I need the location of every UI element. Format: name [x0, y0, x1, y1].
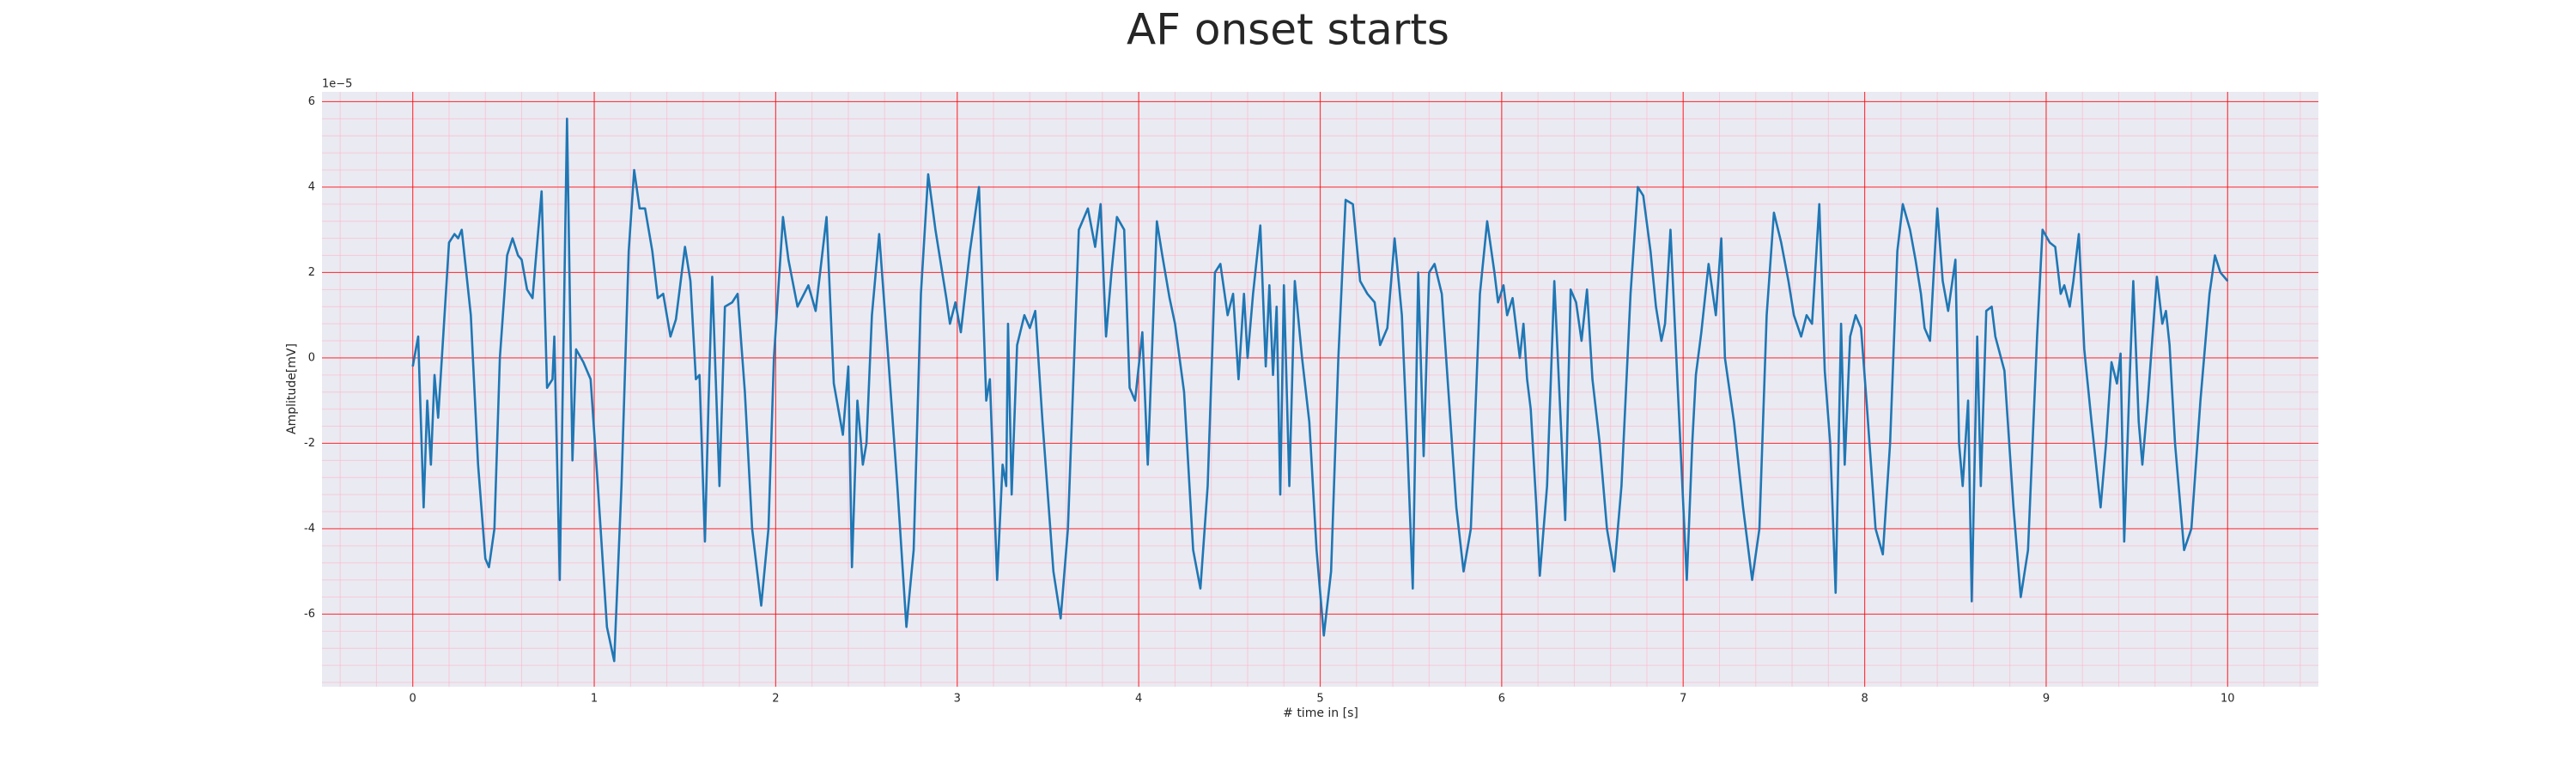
y-tick-label: 0: [308, 351, 315, 364]
x-tick-label: 2: [772, 693, 779, 706]
chart-title: AF onset starts: [1127, 5, 1449, 55]
y-tick-label: -6: [304, 608, 315, 621]
x-tick-label: 9: [2043, 693, 2050, 706]
x-tick-label: 10: [2221, 693, 2235, 706]
y-tick-label: -4: [304, 522, 315, 535]
y-offset-label: 1e−5: [322, 78, 352, 91]
x-axis-label: # time in [s]: [1283, 706, 1358, 720]
signal-line: [411, 118, 2229, 663]
x-tick-label: 4: [1135, 693, 1142, 706]
y-tick-label: 4: [308, 180, 315, 193]
x-tick-label: 1: [591, 693, 598, 706]
y-tick-label: -2: [304, 437, 315, 450]
x-tick-label: 6: [1498, 693, 1505, 706]
x-tick-label: 0: [410, 693, 416, 706]
y-axis-label: Amplitude[mV]: [285, 343, 299, 434]
x-tick-label: 3: [954, 693, 961, 706]
x-tick-label: 7: [1680, 693, 1686, 706]
x-tick-label: 8: [1861, 693, 1868, 706]
y-tick-label: 2: [308, 266, 315, 279]
y-tick-label: 6: [308, 95, 315, 108]
x-tick-label: 5: [1316, 693, 1323, 706]
